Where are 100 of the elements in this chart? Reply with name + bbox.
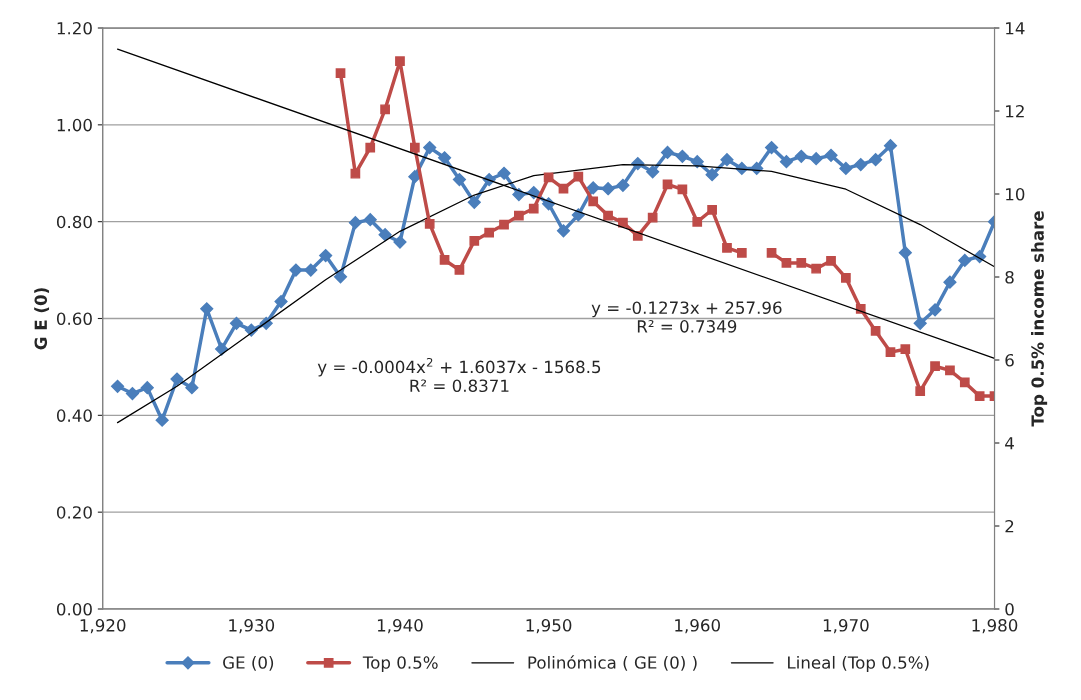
point [125,386,140,401]
point [215,342,229,356]
point [766,248,777,258]
point [913,316,927,330]
point [796,258,807,268]
point [350,168,361,179]
legend-label: Top 0.5% [362,656,438,673]
y2-tick-label: 6 [1005,353,1014,367]
point [959,377,970,388]
point [155,413,169,427]
point [839,161,853,175]
x-tick-label: 1,970 [823,619,869,634]
point [454,265,465,275]
point [869,153,883,167]
point [378,228,392,242]
annotation: y = -0.0004x$^{2}$ + 1.6037x - 1568.5 R² = 0.8371 [317,357,601,393]
y-tick-label: 0.40 [56,409,92,422]
point [707,204,717,215]
y2-axis-title: Top 0.5% income share [1031,211,1048,427]
point [140,381,154,395]
point [452,172,467,187]
x-tick-label: 1,980 [972,619,1018,634]
point [601,182,615,196]
point [616,178,630,192]
legend-label: Lineal (Top 0.5%) [788,655,929,673]
point [499,219,509,230]
point [110,379,125,393]
y2-tick-label: 10 [1006,187,1025,201]
point [365,142,376,153]
point [393,235,407,249]
y-tick-label: 1.00 [57,118,92,132]
y-axis-title: G E (0) [34,288,50,350]
x-tick-label: 1,960 [675,619,720,634]
point [409,142,420,153]
point [170,372,184,386]
point [928,303,942,317]
point [588,196,599,207]
point [556,224,571,238]
point [930,361,940,372]
point [571,208,585,222]
point [958,253,972,267]
point [915,386,926,396]
y2-tick-label: 12 [1006,104,1024,118]
point [586,181,600,195]
point [764,141,779,155]
point [811,263,822,274]
point [363,213,377,227]
point [497,166,511,180]
point [647,212,658,223]
point [854,157,868,172]
x-tick-label: 1,920 [80,619,126,634]
point [618,217,628,228]
point [870,326,881,336]
point [514,210,524,221]
point [943,275,957,289]
y2-tick-label: 8 [1005,270,1014,284]
point [185,381,199,395]
point [512,187,526,202]
point [437,151,452,165]
y-tick-label: 0.60 [56,312,92,326]
point [319,248,333,263]
point [469,236,480,246]
y-tick-label: 1.20 [57,21,92,35]
point [692,216,703,227]
point [705,168,719,182]
point [974,391,985,401]
point [900,344,911,355]
point [794,149,808,163]
x-tick-label: 1,930 [229,619,275,634]
point [335,68,346,79]
legend-label: GE (0) [223,655,274,671]
y-tick-label: 0.20 [56,506,92,519]
point [603,210,613,221]
point [809,152,823,166]
y-tick-label: 0.80 [56,215,92,229]
y2-tick-label: 0 [1005,602,1014,616]
point [675,149,689,163]
point [333,270,348,284]
point [274,294,288,309]
point [200,302,214,316]
point [883,139,898,153]
point [898,246,912,260]
point [467,195,481,209]
point [289,263,303,277]
point [841,272,851,283]
point [826,255,836,266]
point [439,255,450,265]
point [660,145,675,160]
point [528,203,539,214]
y2-tick-label: 4 [1005,437,1014,450]
point [348,216,362,230]
y2-tick-label: 14 [1006,22,1025,35]
annotation: y = -0.1273x + 257.96 R² = 0.7349 [591,301,782,333]
point [484,227,495,238]
point [885,347,896,357]
point [304,263,318,277]
y-tick-label: 0.00 [56,602,92,616]
point [945,365,955,376]
point [408,170,422,184]
point [720,153,734,167]
